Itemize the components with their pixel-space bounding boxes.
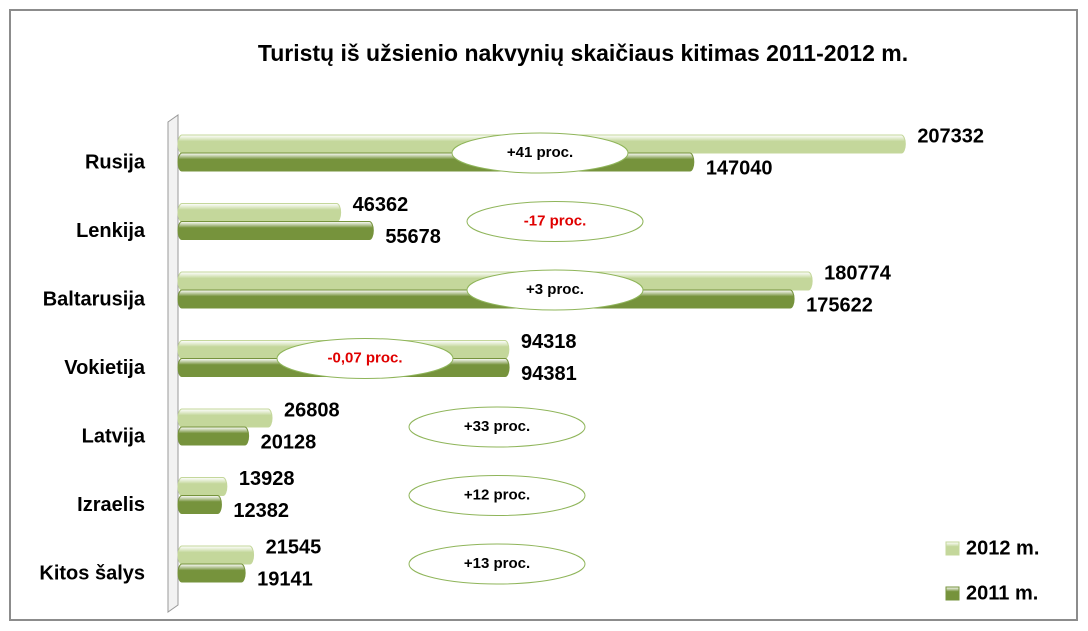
annotation-bubble [276,338,454,379]
y-tick-label: Latvija [82,425,146,447]
annotation: -0,07 proc. [327,349,402,366]
value-label: 46362 [353,194,409,216]
value-label: 21545 [266,536,322,558]
value-label: 55678 [385,226,441,248]
chart-border [9,9,1078,621]
bar [177,477,228,496]
legend-label: 2011 m. [966,582,1038,604]
value-label: 207332 [917,125,984,147]
value-label: 94318 [521,331,577,353]
y-tick-label: Baltarusija [43,288,146,310]
chart-title: Turistų iš užsienio nakvynių skaičiaus k… [258,40,908,66]
legend-swatch [945,541,960,556]
annotation-bubble [466,269,644,311]
bar [177,203,342,222]
value-label: 180774 [824,262,892,284]
value-label: 20128 [261,431,317,453]
bar [177,563,246,583]
value-label: 147040 [706,157,773,179]
value-label: 94381 [521,363,577,385]
annotation: -17 proc. [524,212,587,229]
bar [177,408,273,428]
annotation-bubble [466,201,644,242]
value-label: 175622 [806,294,873,316]
annotation-bubble [408,475,586,516]
bar [177,495,222,514]
annotation: +3 proc. [526,281,584,298]
value-label: 19141 [257,568,313,590]
legend-swatch [945,586,960,601]
annotation: +13 proc. [464,555,530,572]
y-tick-label: Lenkija [76,220,146,242]
bar [177,426,250,446]
bar [177,221,374,240]
y-tick-label: Izraelis [77,494,145,516]
annotation-bubble [408,543,586,585]
annotation: +41 proc. [507,144,573,161]
bar [177,545,255,565]
y-tick-label: Rusija [85,151,146,173]
value-label: 26808 [284,399,340,421]
y-tick-label: Vokietija [64,357,146,379]
value-label: 12382 [233,500,289,522]
annotation-bubble [408,406,586,448]
y-tick-label: Kitos šalys [39,562,145,584]
annotation-bubble [451,132,629,174]
axis-wall [167,114,179,613]
annotation: +12 proc. [464,486,530,503]
annotation: +33 proc. [464,418,530,435]
value-label: 13928 [239,468,295,490]
legend-label: 2012 m. [966,537,1039,559]
